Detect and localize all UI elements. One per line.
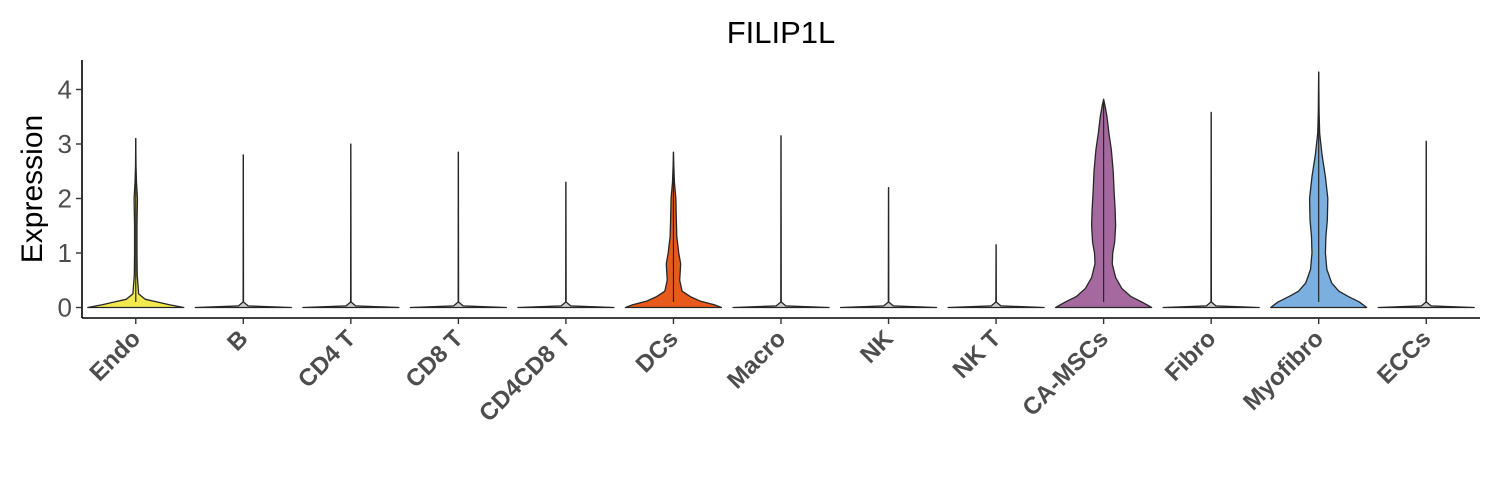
y-axis: 0 1 2 3 4 <box>58 60 83 323</box>
x-tick-label: NK <box>855 325 899 369</box>
y-tick-label: 0 <box>58 293 72 323</box>
x-tick-label: DCs <box>631 325 684 378</box>
x-tick-label: ECCs <box>1372 325 1436 389</box>
x-tick-label: NK T <box>948 325 1007 384</box>
x-tick-label: Endo <box>84 325 146 387</box>
y-tick-label: 3 <box>58 129 72 159</box>
violins-layer <box>87 71 1475 309</box>
x-tick-label: Fibro <box>1160 325 1222 387</box>
chart-title: FILIP1L <box>727 15 836 50</box>
x-tick-label: Myofibro <box>1238 325 1329 416</box>
x-tick-label: CA-MSCs <box>1017 325 1113 421</box>
x-tick-label: B <box>222 325 253 356</box>
y-tick-label: 2 <box>58 184 72 214</box>
x-tick-label: CD8 T <box>401 325 469 393</box>
x-tick-label: CD4 T <box>293 325 361 393</box>
y-tick-label: 4 <box>58 75 72 105</box>
y-tick-label: 1 <box>58 238 72 268</box>
y-axis-label: Expression <box>16 115 49 263</box>
x-tick-label: CD4CD8 T <box>474 325 576 427</box>
x-tick-label: Macro <box>722 325 791 394</box>
x-axis: Endo B CD4 T CD8 T CD4CD8 T DCs Macro NK NK T CA-… <box>82 317 1480 427</box>
